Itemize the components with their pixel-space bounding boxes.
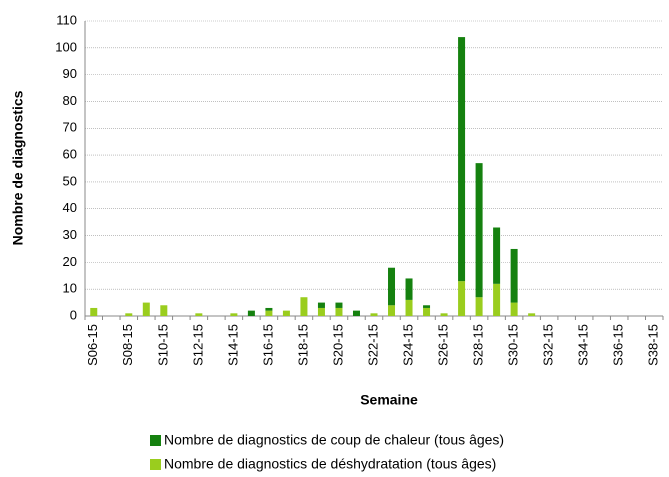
x-tick-label: S12-15 bbox=[190, 324, 205, 366]
bar bbox=[510, 248, 518, 303]
bar bbox=[265, 310, 273, 316]
bar bbox=[265, 307, 273, 311]
bar bbox=[125, 313, 133, 316]
bar bbox=[475, 163, 483, 298]
y-tick-label: 20 bbox=[63, 254, 77, 269]
y-tick-label: 40 bbox=[63, 200, 77, 215]
legend-swatch bbox=[150, 435, 161, 446]
bar bbox=[493, 283, 501, 316]
bar bbox=[352, 310, 360, 316]
x-tick-label: S16-15 bbox=[260, 324, 275, 366]
bar bbox=[282, 310, 290, 316]
x-axis-title: Semaine bbox=[360, 392, 418, 408]
bar bbox=[195, 313, 203, 316]
y-tick-label: 110 bbox=[56, 12, 77, 27]
y-tick-label: 60 bbox=[63, 147, 77, 162]
bar bbox=[493, 227, 501, 284]
y-tick-label: 0 bbox=[70, 307, 77, 322]
bar bbox=[317, 302, 325, 308]
x-tick-label: S14-15 bbox=[225, 324, 240, 366]
bar bbox=[510, 302, 518, 316]
bar bbox=[90, 307, 98, 316]
bar bbox=[405, 299, 413, 316]
bar bbox=[528, 313, 536, 316]
x-tick-label: S08-15 bbox=[120, 324, 135, 366]
x-tick-label: S06-15 bbox=[85, 324, 100, 366]
bar bbox=[142, 302, 150, 316]
legend-label: Nombre de diagnostics de coup de chaleur… bbox=[164, 432, 504, 448]
x-tick-label: S24-15 bbox=[400, 324, 415, 366]
legend-swatch bbox=[150, 459, 161, 470]
y-tick-label: 80 bbox=[63, 93, 77, 108]
y-tick-label: 90 bbox=[63, 66, 77, 81]
bar bbox=[335, 302, 343, 308]
bar bbox=[370, 313, 378, 316]
bar bbox=[405, 278, 413, 300]
x-tick-label: S34-15 bbox=[576, 324, 591, 366]
y-tick-label: 70 bbox=[63, 120, 77, 135]
x-tick-label: S20-15 bbox=[330, 324, 345, 366]
y-tick-label: 100 bbox=[55, 39, 77, 54]
bar bbox=[300, 297, 308, 316]
bar bbox=[475, 297, 483, 316]
bar bbox=[458, 37, 466, 282]
bar bbox=[317, 307, 325, 316]
bar bbox=[160, 305, 168, 316]
legend-label: Nombre de diagnostics de déshydratation … bbox=[164, 456, 496, 472]
bar bbox=[423, 307, 431, 316]
bar bbox=[247, 310, 255, 316]
bar bbox=[458, 281, 466, 316]
y-tick-label: 50 bbox=[63, 173, 77, 188]
bar bbox=[423, 305, 431, 308]
x-tick-label: S38-15 bbox=[646, 324, 661, 366]
y-tick-label: 10 bbox=[63, 281, 77, 296]
x-tick-label: S18-15 bbox=[295, 324, 310, 366]
x-tick-label: S10-15 bbox=[155, 324, 170, 366]
bar bbox=[388, 267, 396, 306]
x-tick-label: S30-15 bbox=[506, 324, 521, 366]
y-tick-label: 30 bbox=[63, 227, 77, 242]
bar bbox=[335, 307, 343, 316]
x-tick-label: S32-15 bbox=[541, 324, 556, 366]
bar bbox=[388, 305, 396, 316]
x-tick-label: S28-15 bbox=[471, 324, 486, 366]
x-tick-label: S26-15 bbox=[435, 324, 450, 366]
y-axis-title: Nombre de diagnostics bbox=[10, 90, 26, 245]
x-tick-label: S22-15 bbox=[365, 324, 380, 366]
bar bbox=[230, 313, 238, 316]
x-tick-label: S36-15 bbox=[611, 324, 626, 366]
bar bbox=[440, 313, 448, 316]
